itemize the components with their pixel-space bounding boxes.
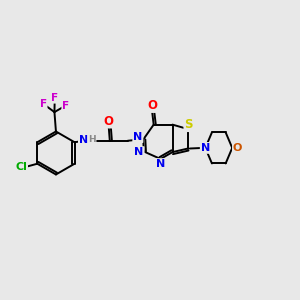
Text: N: N (134, 147, 144, 157)
Text: N: N (79, 134, 88, 145)
Text: O: O (103, 115, 114, 128)
Text: F: F (40, 99, 47, 109)
Text: O: O (147, 99, 157, 112)
Text: O: O (233, 143, 242, 153)
Text: N: N (201, 143, 210, 153)
Text: S: S (184, 118, 193, 131)
Text: H: H (88, 135, 96, 144)
Text: F: F (62, 100, 69, 110)
Text: F: F (51, 93, 58, 103)
Text: Cl: Cl (15, 162, 27, 172)
Text: N: N (156, 159, 165, 169)
Text: N: N (133, 132, 142, 142)
